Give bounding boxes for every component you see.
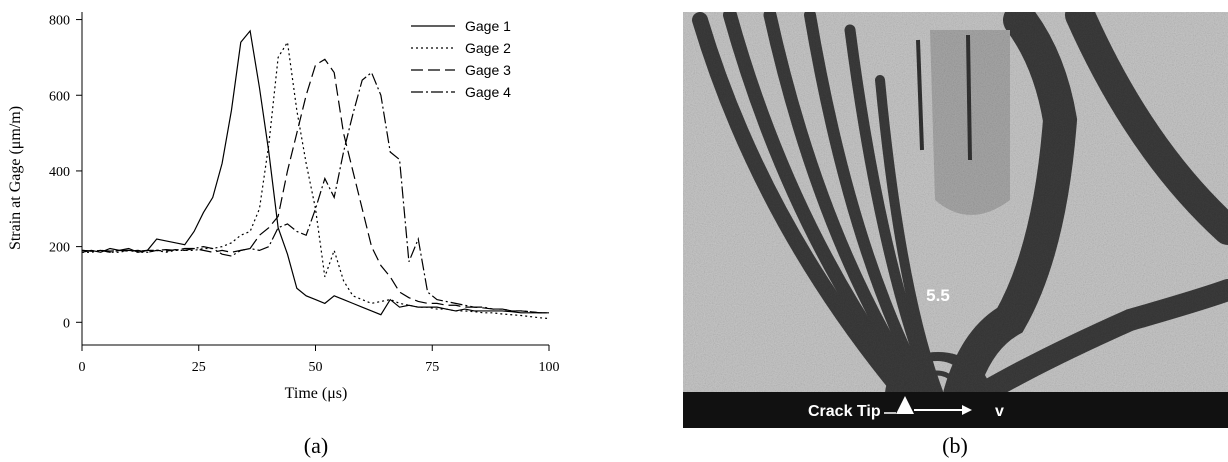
x-tick-label: 25	[192, 360, 206, 375]
legend-label: Gage 2	[465, 40, 511, 56]
series-line	[81, 71, 549, 314]
x-axis-title: Time (μs)	[285, 385, 348, 402]
crack-tip-marker	[896, 396, 914, 414]
y-tick-label: 200	[49, 241, 70, 256]
photo	[683, 12, 1228, 428]
y-tick-label: 600	[49, 89, 70, 104]
fringe-label: 5.5	[926, 286, 950, 305]
x-tick-label: 0	[79, 360, 86, 375]
x-tick-label: 75	[425, 360, 439, 375]
x-tick-label: 50	[309, 360, 323, 375]
x-tick-label: 100	[539, 360, 560, 375]
series-line	[82, 40, 550, 320]
legend-label: Gage 4	[465, 84, 511, 100]
series-line	[81, 29, 549, 316]
y-tick-label: 0	[63, 316, 70, 331]
arrow-head	[962, 405, 972, 415]
y-tick-label: 800	[49, 14, 70, 29]
panel-label: (a)	[304, 433, 328, 458]
legend-label: Gage 3	[465, 62, 511, 78]
series-line	[81, 58, 549, 314]
legend-label: Gage 1	[465, 18, 511, 34]
panel-label: (b)	[942, 433, 968, 458]
crack-tip-label: Crack Tip	[808, 403, 881, 420]
y-tick-label: 400	[49, 165, 70, 180]
y-axis-title: Strain at Gage (μm/m)	[7, 106, 24, 250]
velocity-label: v	[995, 403, 1004, 420]
